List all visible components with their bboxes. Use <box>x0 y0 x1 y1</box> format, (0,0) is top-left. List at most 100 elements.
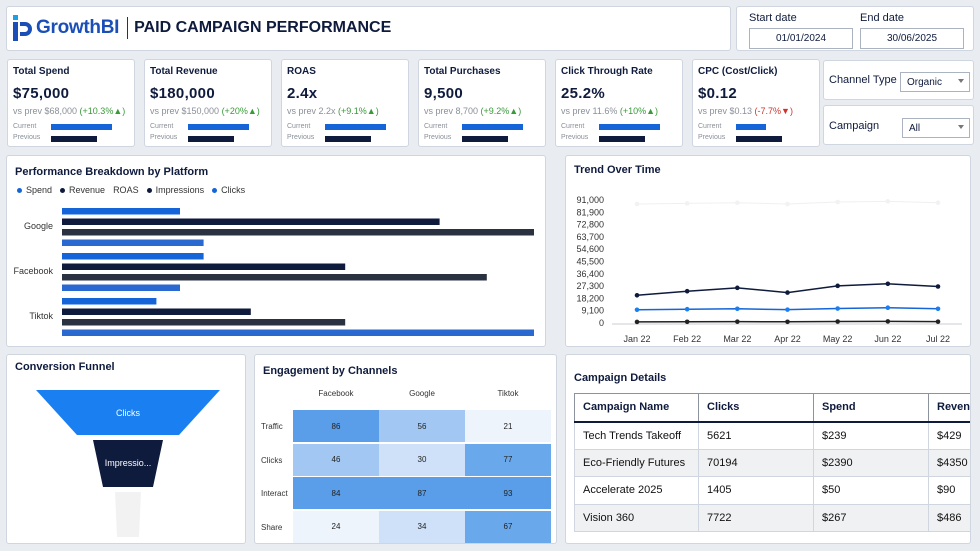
table-cell: $90 <box>928 476 970 505</box>
legend-dot-icon <box>17 188 22 194</box>
y-tick-label: 72,800 <box>576 220 604 230</box>
point-spend <box>835 306 840 311</box>
kpi-card-3: Total Purchases 9,500 vs prev 8,700 (+9.2%… <box>418 59 546 147</box>
column-header[interactable]: Revenu <box>928 393 970 423</box>
kpi-previous-label: Previous <box>287 134 315 141</box>
x-tick-label: Jan 22 <box>623 334 650 344</box>
header-divider <box>127 17 129 39</box>
point-revenue <box>684 288 690 294</box>
point-revenue <box>885 281 891 287</box>
kpi-change-up: (+9.2%▲) <box>480 106 522 116</box>
table-row[interactable]: Eco-Friendly Futures 70194 $2390 $4350 <box>574 448 970 477</box>
kpi-previous-bar <box>188 136 234 142</box>
campaign-filter: Campaign All <box>823 105 974 145</box>
column-header[interactable]: Spend <box>813 393 929 423</box>
header-bar: GrowthBI PAID CAMPAIGN PERFORMANCE <box>6 6 731 51</box>
y-tick-label: 45,500 <box>576 257 604 267</box>
point-impressions <box>785 201 790 207</box>
campaign-details: Campaign Details Campaign Name Clicks Spen… <box>565 354 971 544</box>
kpi-previous-label: Previous <box>13 134 41 141</box>
platform-chart-title: Performance Breakdown by Platform <box>15 166 209 178</box>
kpi-card-0: Total Spend $75,000 vs prev $68,000 (+10.3… <box>7 59 135 147</box>
kpi-prev-value: vs prev 2.2x <box>287 106 339 116</box>
logo: GrowthBI PAID CAMPAIGN PERFORMANCE <box>13 15 391 41</box>
trend-chart-title: Trend Over Time <box>574 164 661 176</box>
heatmap-cell: 34 <box>379 510 465 543</box>
bar-impressions-tiktok <box>62 319 346 326</box>
kpi-change-up: (+10.3%▲) <box>79 106 126 116</box>
kpi-title: CPC (Cost/Click) <box>698 66 778 77</box>
point-clicks <box>785 319 790 325</box>
kpi-previous-bar <box>462 136 508 142</box>
point-clicks <box>885 319 891 324</box>
kpi-comparison: vs prev $150,000 (+20%▲) <box>150 106 260 116</box>
channel-type-filter: Channel Type Organic <box>823 60 974 100</box>
kpi-current-bar <box>462 124 523 130</box>
column-header[interactable]: Clicks <box>698 393 814 423</box>
kpi-previous-bar <box>599 136 645 142</box>
point-spend <box>684 306 690 312</box>
brand-name: GrowthBI <box>36 17 120 38</box>
point-clicks <box>735 319 740 324</box>
table-cell: $239 <box>813 421 929 450</box>
kpi-current-bar <box>325 124 386 130</box>
heatmap-row-label: Clicks <box>261 455 283 465</box>
kpi-title: Total Revenue <box>150 66 218 77</box>
table-cell: $2390 <box>813 448 929 477</box>
heatmap-cell: 93 <box>465 477 551 509</box>
kpi-title: Total Spend <box>13 66 70 77</box>
engagement-by-channels: Engagement by Channels Facebook Google Tik… <box>254 354 557 544</box>
chevron-down-icon <box>958 79 964 83</box>
point-impressions <box>684 201 690 206</box>
kpi-title: Total Purchases <box>424 66 501 77</box>
point-clicks <box>634 319 640 325</box>
table-cell: 1405 <box>698 476 814 505</box>
x-tick-label: Apr 22 <box>774 334 801 344</box>
kpi-prev-value: vs prev $0.13 <box>698 106 755 116</box>
kpi-current-bar <box>51 124 112 130</box>
point-spend <box>634 307 640 313</box>
y-tick-label: 54,600 <box>576 244 604 254</box>
legend-entry-clicks: Clicks <box>212 185 245 195</box>
point-impressions <box>935 200 941 206</box>
heatmap-column-header: Google <box>409 389 435 398</box>
channel-type-select[interactable]: Organic <box>900 72 970 92</box>
kpi-previous-label: Previous <box>150 134 178 141</box>
heatmap-row-label: Interact <box>261 489 288 498</box>
platform-legend: Spend Revenue ROAS Impressions Clicks <box>17 185 245 195</box>
kpi-previous-label: Previous <box>424 134 452 141</box>
channel-type-value: Organic <box>907 76 943 88</box>
y-tick-label: 18,200 <box>576 293 604 303</box>
heatmap-cell: 67 <box>465 510 551 543</box>
campaign-label: Campaign <box>829 120 880 132</box>
kpi-change-up: (+10%▲) <box>619 106 659 116</box>
bar-clicks-facebook <box>62 284 180 291</box>
kpi-previous-bar <box>51 136 97 142</box>
bar-spend-facebook <box>62 253 204 260</box>
kpi-current-label: Current <box>150 123 174 130</box>
table-row[interactable]: Accelerate 2025 1405 $50 $90 <box>574 476 970 505</box>
table-cell: Vision 360 <box>574 503 699 532</box>
table-cell: Accelerate 2025 <box>574 476 699 505</box>
campaign-details-title: Campaign Details <box>574 372 667 384</box>
end-date-input[interactable]: 30/06/2025 <box>860 28 964 49</box>
table-row[interactable]: Tech Trends Takeoff 5621 $239 $429 <box>574 421 970 450</box>
funnel-stage-empty <box>115 492 141 537</box>
bar-clicks-tiktok <box>62 329 534 336</box>
campaign-select[interactable]: All <box>902 118 970 138</box>
column-header[interactable]: Campaign Name <box>574 393 699 423</box>
platform-breakdown-chart: Google Facebook Tiktok Performance Breakdo… <box>6 155 546 347</box>
kpi-title: ROAS <box>287 66 316 77</box>
legend-entry-spend: Spend <box>17 185 52 195</box>
table-cell: Tech Trends Takeoff <box>574 421 699 450</box>
kpi-comparison: vs prev 11.6% (+10%▲) <box>561 106 658 116</box>
table-cell: $50 <box>813 476 929 505</box>
start-date-input[interactable]: 01/01/2024 <box>749 28 853 49</box>
campaign-table: Campaign NameClicksSpendRevenu Tech Tren… <box>574 393 970 532</box>
channel-type-label: Channel Type <box>829 74 897 86</box>
kpi-prev-value: vs prev 8,700 <box>424 106 481 116</box>
heatmap-cell: 46 <box>293 443 379 476</box>
table-row[interactable]: Vision 360 7722 $267 $486 <box>574 503 970 532</box>
heatmap-column-header: Facebook <box>318 389 354 398</box>
point-spend <box>885 305 891 311</box>
